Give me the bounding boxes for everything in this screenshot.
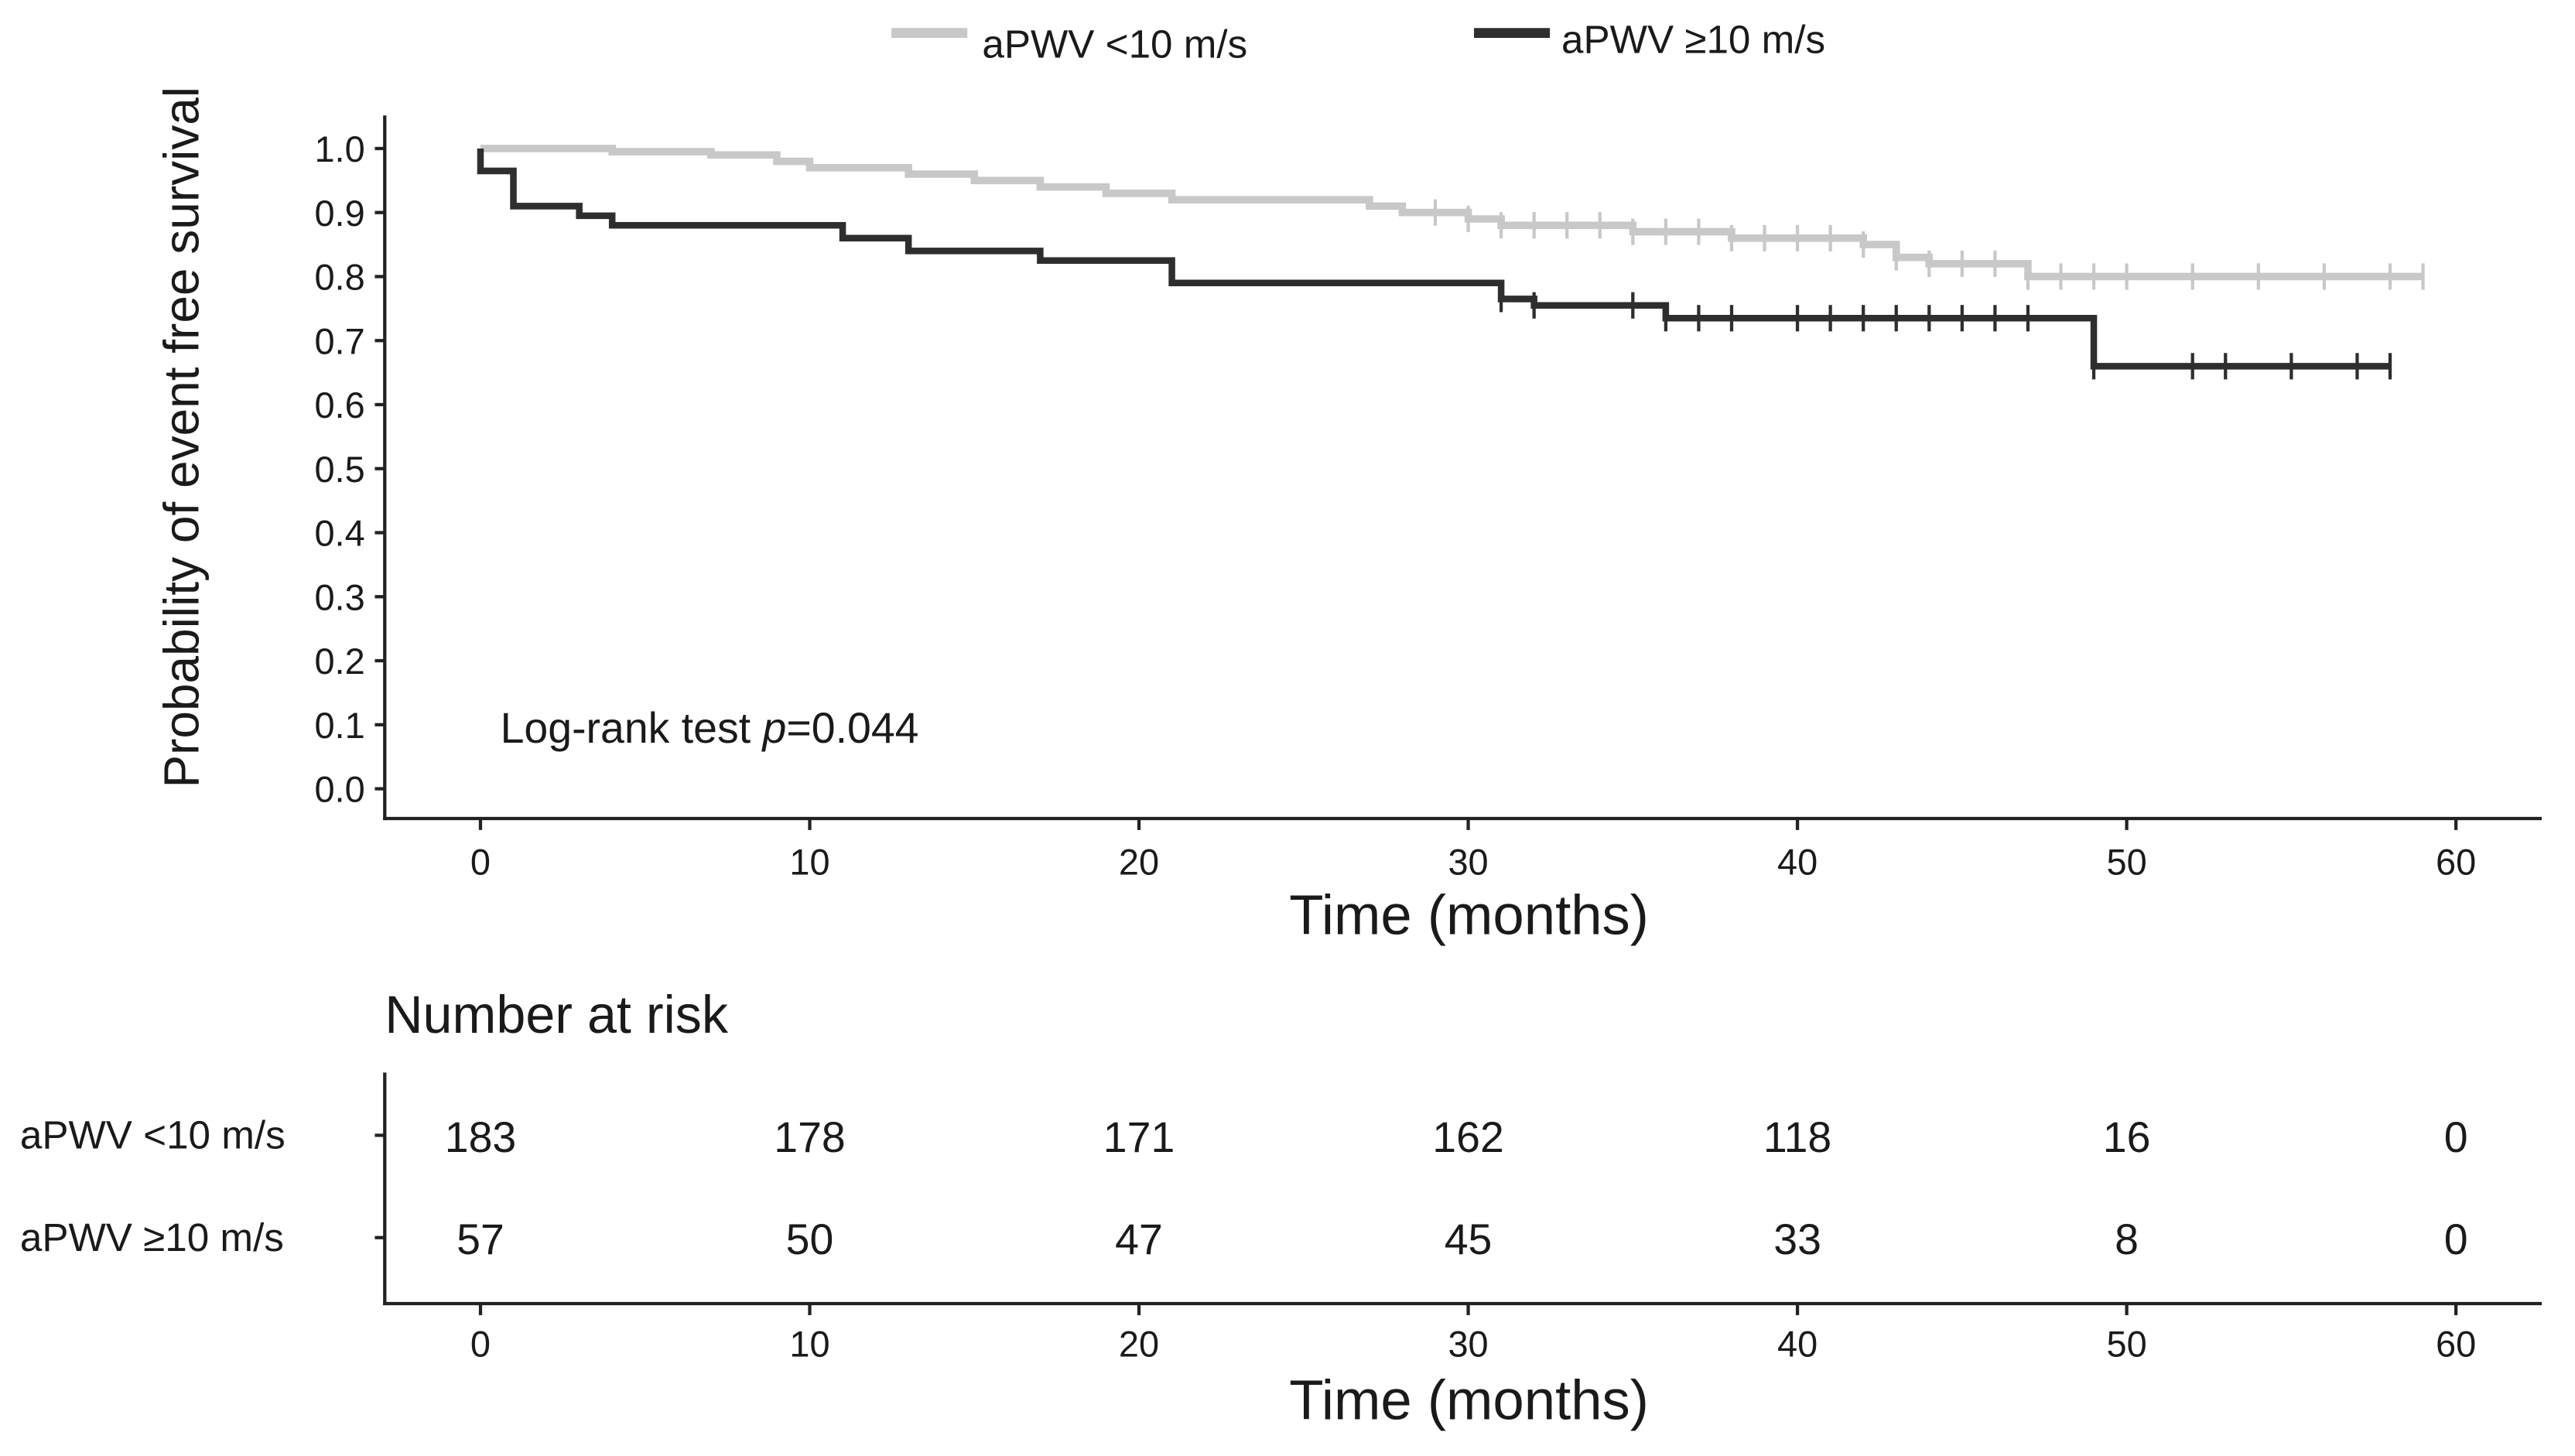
km-curve-high — [477, 148, 2391, 370]
x-tick-label: 20 — [1119, 842, 1159, 882]
y-tick-label: 0.0 — [314, 770, 364, 810]
risk-count: 0 — [2444, 1215, 2468, 1263]
risk-count: 47 — [1115, 1215, 1163, 1263]
legend-label-high: aPWV ≥10 m/s — [1561, 17, 1825, 61]
y-tick-label: 0.9 — [314, 193, 364, 234]
risk-count: 57 — [457, 1215, 504, 1263]
risk-row-label: aPWV ≥10 m/s — [20, 1215, 284, 1259]
x-tick-label: 60 — [2436, 842, 2476, 882]
x-axis-title: Time (months) — [1289, 884, 1649, 946]
risk-x-axis-title: Time (months) — [1289, 1369, 1649, 1431]
risk-count: 178 — [774, 1113, 846, 1161]
risk-count: 50 — [786, 1215, 834, 1263]
risk-count: 171 — [1103, 1113, 1175, 1161]
x-tick-label: 30 — [1448, 842, 1488, 882]
risk-count: 45 — [1445, 1215, 1493, 1263]
risk-x-tick-label: 20 — [1119, 1324, 1159, 1364]
y-tick-label: 0.4 — [314, 514, 364, 554]
y-tick-label: 0.3 — [314, 577, 364, 617]
y-tick-label: 0.2 — [314, 641, 364, 682]
risk-table-title: Number at risk — [385, 986, 729, 1044]
legend-label-low: aPWV <10 m/s — [982, 22, 1247, 67]
risk-count: 162 — [1432, 1113, 1503, 1161]
risk-count: 118 — [1763, 1113, 1831, 1161]
risk-x-tick-label: 30 — [1448, 1324, 1488, 1364]
x-tick-label: 0 — [470, 842, 491, 882]
y-tick-label: 0.8 — [314, 258, 364, 298]
y-tick-label: 0.5 — [314, 449, 364, 490]
y-axis-title: Probability of event free survival — [153, 87, 209, 788]
risk-x-tick-label: 50 — [2107, 1324, 2147, 1364]
logrank-annotation: Log-rank test p=0.044 — [501, 704, 919, 752]
risk-x-tick-label: 40 — [1777, 1324, 1818, 1364]
risk-count: 183 — [445, 1113, 517, 1161]
x-tick-label: 40 — [1777, 842, 1818, 882]
risk-x-tick-label: 60 — [2436, 1324, 2476, 1364]
legend: aPWV <10 m/s aPWV ≥10 m/s — [891, 17, 1825, 67]
x-tick-label: 10 — [789, 842, 829, 882]
km-curve-low — [480, 145, 2423, 281]
risk-x-tick-label: 0 — [470, 1324, 491, 1364]
y-tick-label: 0.6 — [314, 385, 364, 426]
risk-count: 33 — [1773, 1215, 1821, 1263]
risk-count: 8 — [2115, 1215, 2139, 1263]
y-tick-label: 0.1 — [314, 706, 364, 746]
x-tick-label: 50 — [2107, 842, 2147, 882]
risk-row-label: aPWV <10 m/s — [20, 1113, 286, 1157]
risk-x-tick-label: 10 — [789, 1324, 829, 1364]
risk-count: 0 — [2444, 1113, 2468, 1161]
risk-count: 16 — [2103, 1113, 2151, 1161]
y-tick-label: 0.7 — [314, 321, 364, 361]
y-tick-label: 1.0 — [314, 129, 364, 169]
